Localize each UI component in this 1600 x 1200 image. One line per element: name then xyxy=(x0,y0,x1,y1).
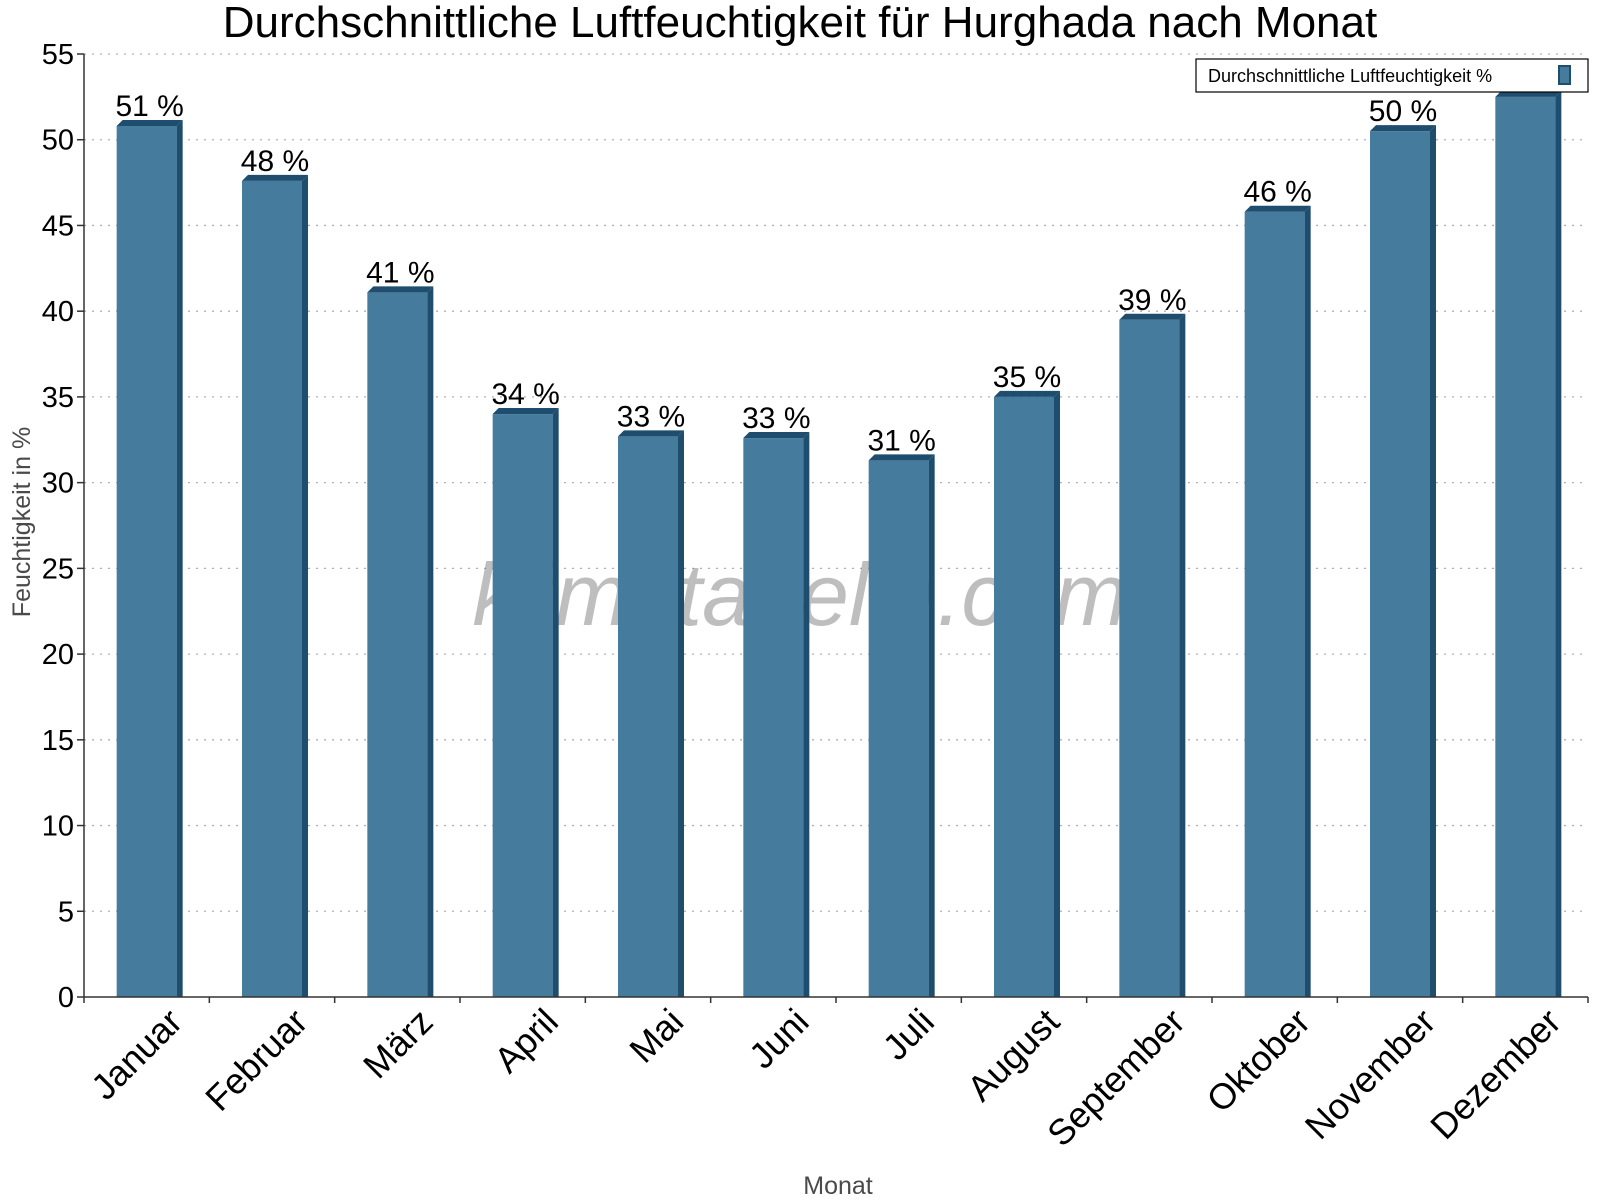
bar xyxy=(492,414,553,997)
y-tick-label: 40 xyxy=(42,296,74,328)
legend-label: Durchschnittliche Luftfeuchtigkeit % xyxy=(1208,66,1492,86)
bar xyxy=(994,396,1054,998)
data-label: 33 % xyxy=(617,400,685,433)
y-tick-label: 25 xyxy=(42,553,74,585)
y-tick-label: 30 xyxy=(42,468,74,500)
bar-side xyxy=(552,408,559,997)
data-label: 48 % xyxy=(241,145,309,178)
data-label: 41 % xyxy=(366,256,434,289)
y-tick-label: 20 xyxy=(42,639,74,671)
bar-side xyxy=(1054,390,1060,998)
bar-top xyxy=(116,120,183,127)
bar-top xyxy=(618,430,684,437)
bar xyxy=(1244,211,1305,998)
bar-side xyxy=(302,174,308,998)
y-axis-title: Feuchtigkeit in % xyxy=(8,427,36,617)
grid-lines xyxy=(84,53,1588,912)
bar xyxy=(743,438,804,997)
data-label: 51 % xyxy=(115,90,183,123)
bar xyxy=(1119,319,1180,998)
bar-top xyxy=(994,390,1060,397)
bar-top xyxy=(868,454,935,461)
bar-side xyxy=(176,120,183,997)
data-label: 33 % xyxy=(742,402,810,435)
bar-side xyxy=(1304,205,1311,998)
y-tick-label: 10 xyxy=(42,811,74,843)
bar-top xyxy=(1119,313,1186,320)
y-tick-label: 35 xyxy=(42,382,74,414)
bar xyxy=(116,126,177,997)
bar-top xyxy=(367,286,434,293)
data-label: 46 % xyxy=(1243,176,1311,209)
bar xyxy=(367,292,428,998)
bar xyxy=(242,180,302,998)
legend: Durchschnittliche Luftfeuchtigkeit % xyxy=(1195,58,1589,93)
bar xyxy=(1495,96,1556,997)
bar-side xyxy=(928,454,935,997)
bar-side xyxy=(427,286,434,998)
bar-side xyxy=(1555,90,1562,997)
y-tick-label: 15 xyxy=(42,725,74,757)
legend-swatch xyxy=(1558,65,1571,85)
bar-side xyxy=(1179,313,1186,998)
data-label: 50 % xyxy=(1369,95,1437,128)
bar-top xyxy=(1370,125,1436,132)
bars xyxy=(116,90,1562,998)
bar-side xyxy=(678,430,684,997)
data-label: 31 % xyxy=(867,424,935,457)
bar-top xyxy=(743,432,810,439)
bar xyxy=(868,460,929,997)
y-tick-label: 50 xyxy=(42,125,74,157)
bar xyxy=(618,436,678,997)
data-labels: 51 % 48 % 41 % 34 % 33 % 33 % 31 % 35 % 39 % 46 %… xyxy=(115,90,1437,457)
data-label: 35 % xyxy=(993,361,1061,394)
bar-side xyxy=(1430,125,1436,998)
bar-top xyxy=(242,174,308,181)
bar xyxy=(1370,131,1430,997)
data-label: 34 % xyxy=(491,378,559,411)
y-tick-label: 5 xyxy=(58,896,74,928)
data-label: 39 % xyxy=(1118,284,1186,317)
bar-side xyxy=(803,432,810,997)
y-tick-label: 55 xyxy=(42,39,74,71)
y-tick-label: 0 xyxy=(58,982,74,1014)
legend-box xyxy=(1195,58,1589,93)
chart-title: Durchschnittliche Luftfeuchtigkeit für H… xyxy=(223,0,1377,47)
bar-top xyxy=(1244,205,1311,212)
y-tick-label: 45 xyxy=(42,210,74,242)
bar-top xyxy=(492,408,559,415)
x-axis-title: Monat xyxy=(803,1172,873,1200)
